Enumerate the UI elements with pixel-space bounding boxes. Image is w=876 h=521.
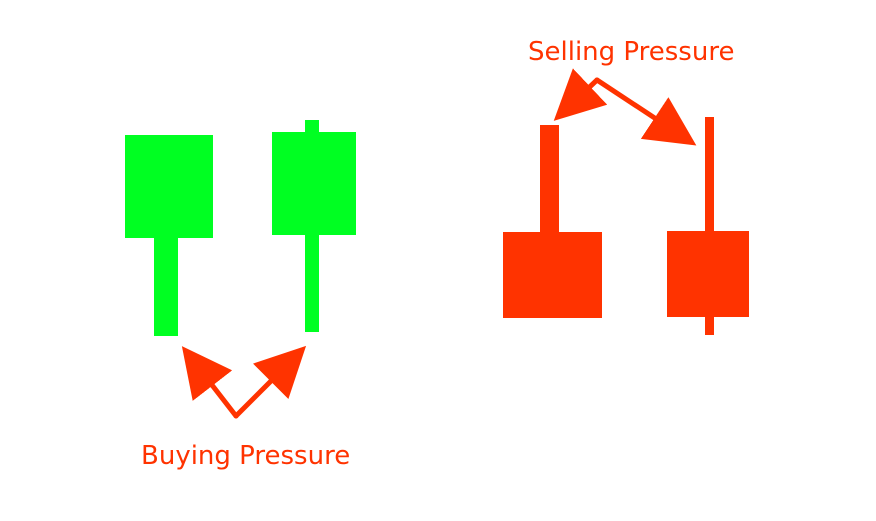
candle-lower-wick	[154, 238, 178, 336]
selling-arrow-right	[594, 77, 697, 146]
candle-body	[503, 232, 602, 318]
candle-body	[667, 231, 749, 317]
candle-lower-wick	[705, 317, 714, 335]
bullish-candle-2	[272, 120, 356, 332]
candle-upper-wick	[305, 120, 319, 134]
candle-upper-wick	[540, 125, 559, 232]
buying-arrow-left	[181, 346, 239, 419]
bullish-candle-1	[125, 135, 213, 336]
buying-arrow-right	[233, 345, 307, 419]
candle-body	[125, 135, 213, 238]
bearish-candle-2	[667, 117, 749, 335]
selling-arrow-left	[553, 68, 608, 121]
bearish-candle-1	[503, 125, 602, 318]
selling-pressure-label: Selling Pressure	[528, 37, 735, 67]
candle-upper-wick	[705, 117, 714, 231]
candle-lower-wick	[305, 235, 319, 332]
buying-pressure-label: Buying Pressure	[141, 441, 351, 471]
candle-body	[272, 132, 356, 235]
